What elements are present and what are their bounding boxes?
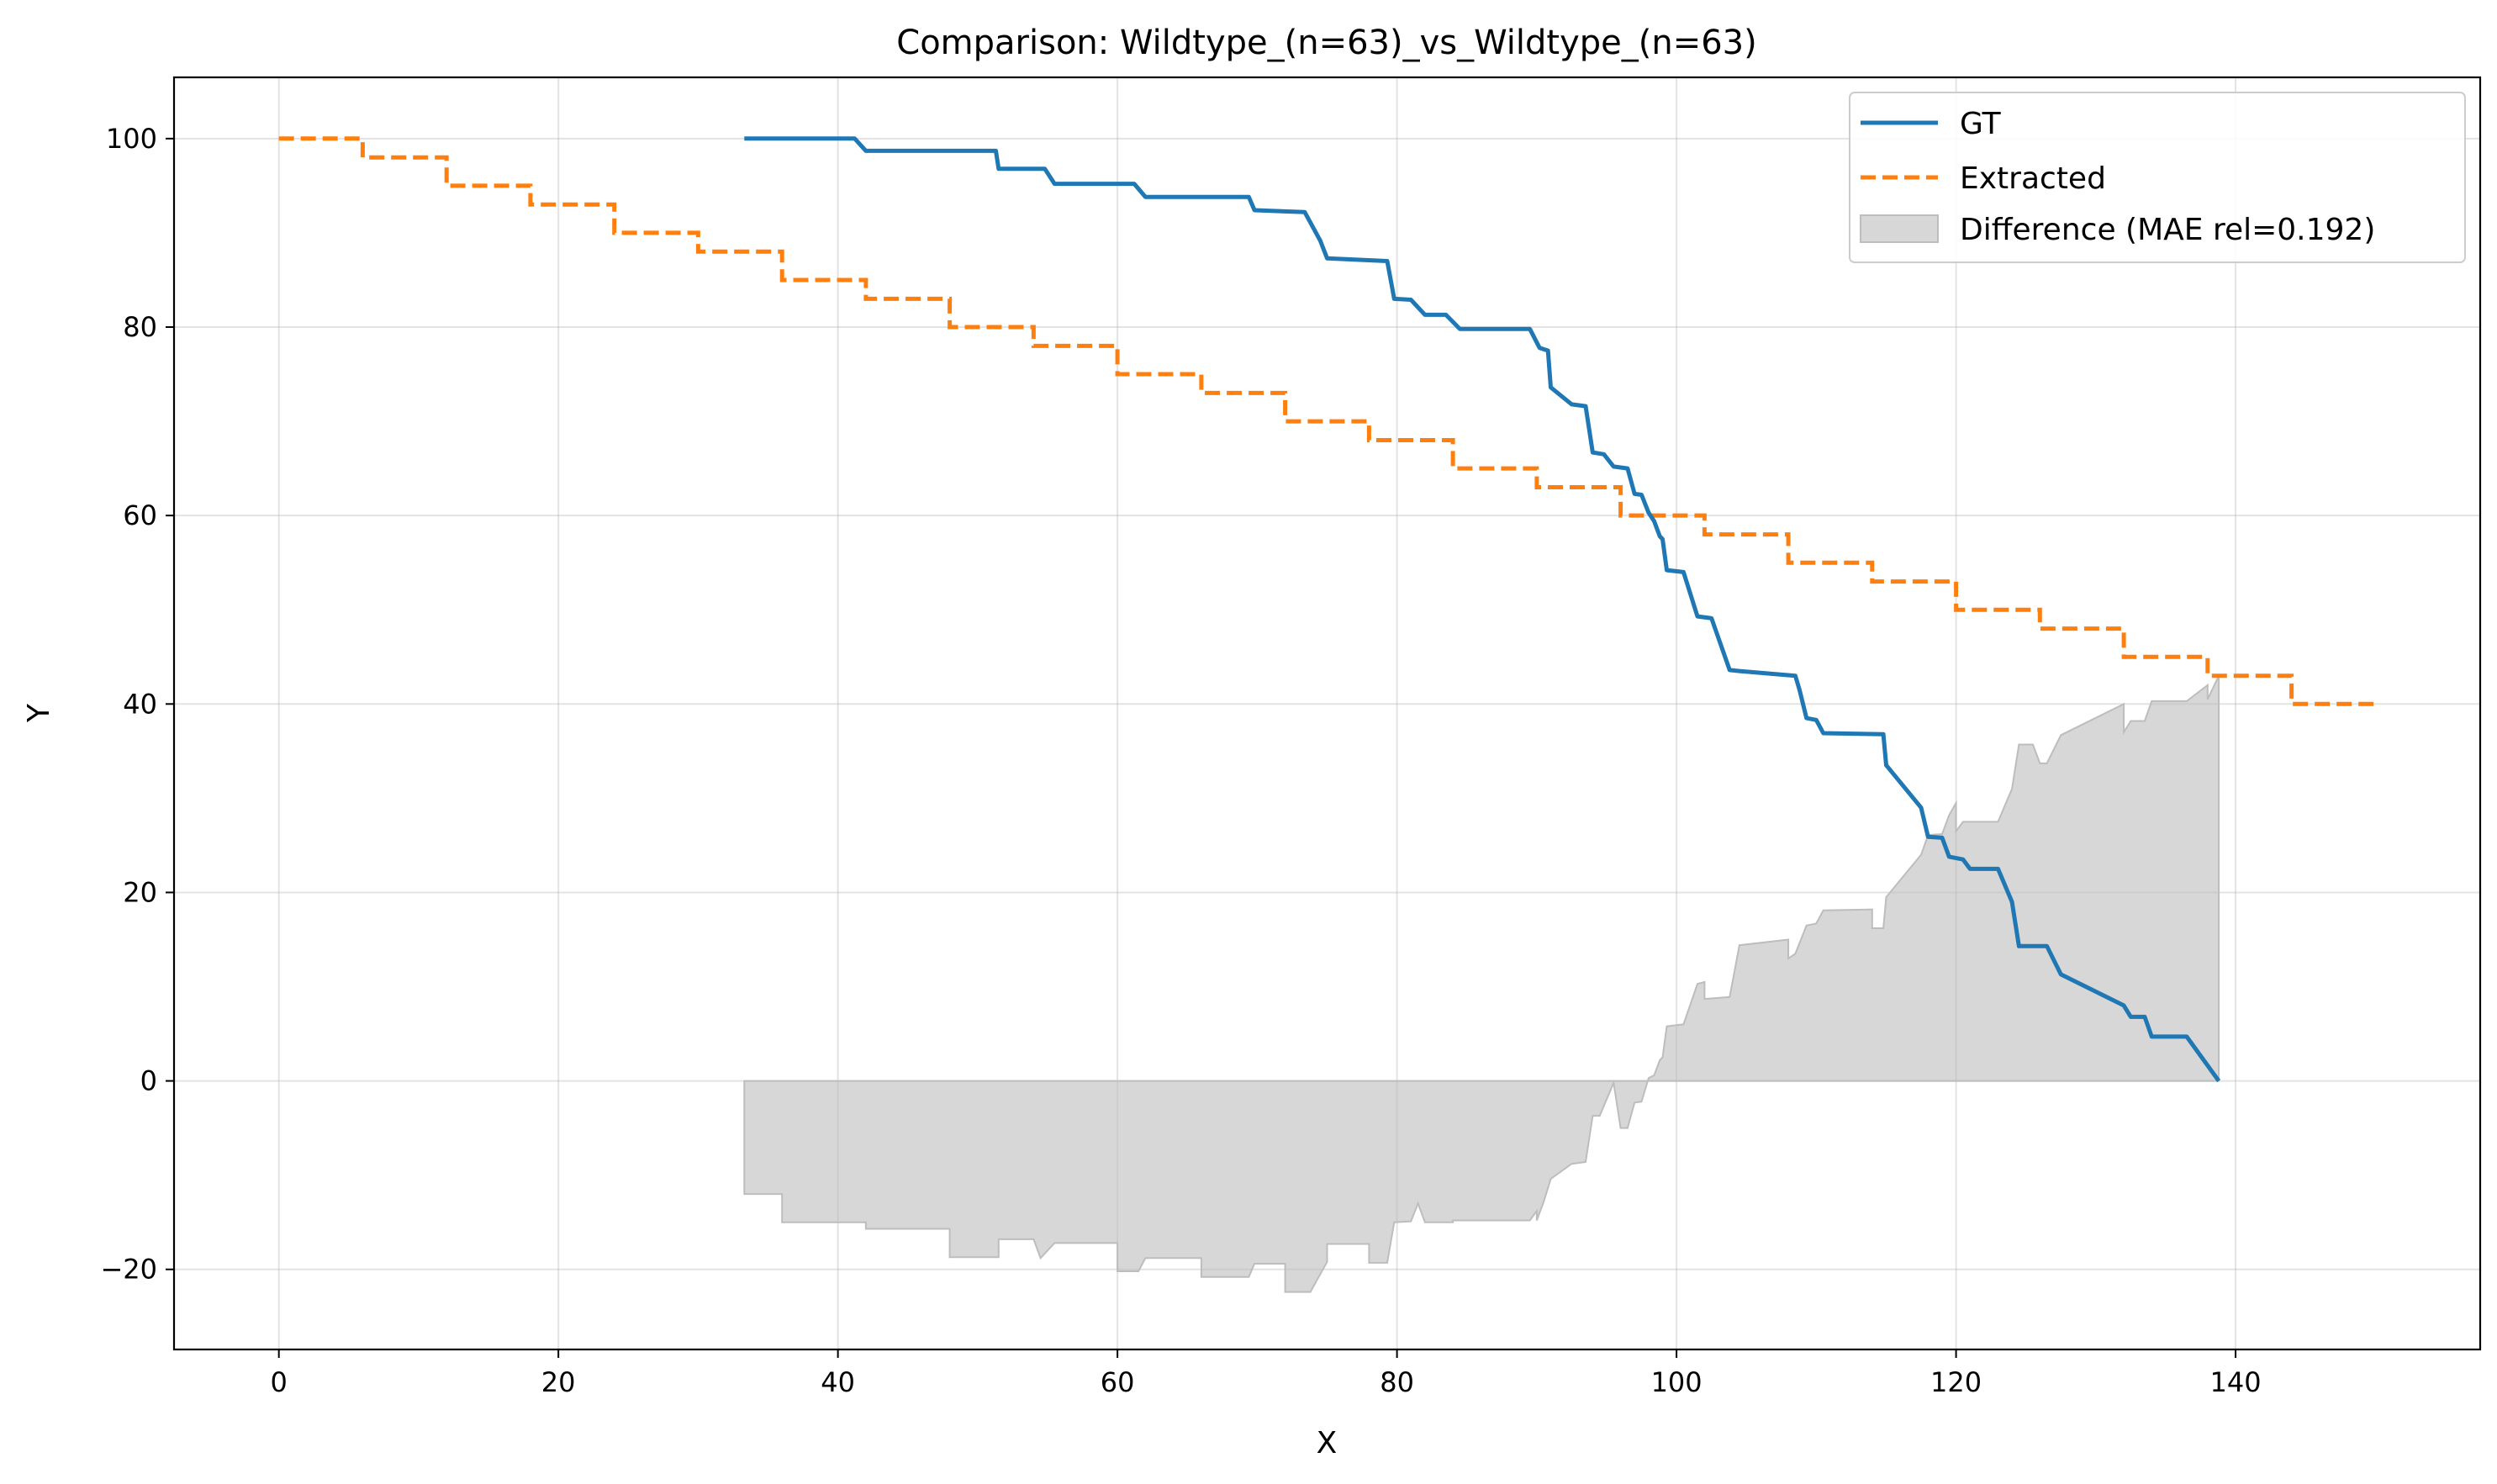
legend-gt-label: GT (1960, 107, 2002, 141)
y-tick-label: 40 (123, 688, 157, 720)
difference-area (743, 675, 2220, 1293)
extracted-line (278, 136, 2376, 706)
axis-ticks: 0 20 40 60 80 100 120 140 −20 0 20 40 60 80 100 (100, 123, 2261, 1398)
plot-series (278, 136, 2376, 1293)
y-tick-label: 80 (123, 311, 157, 343)
y-tick-label: −20 (100, 1254, 157, 1286)
x-axis-title: X (1317, 1426, 1338, 1460)
x-tick-label: 60 (1101, 1366, 1135, 1398)
y-tick-label: 0 (140, 1065, 157, 1097)
legend-difference-label: Difference (MAE rel=0.192) (1960, 213, 2375, 247)
x-tick-label: 80 (1380, 1366, 1414, 1398)
x-tick-label: 40 (821, 1366, 855, 1398)
y-axis-title: Y (22, 703, 56, 723)
legend: GT Extracted Difference (MAE rel=0.192) (1849, 92, 2466, 263)
y-tick-label: 100 (106, 123, 157, 155)
legend-extracted-label: Extracted (1960, 161, 2106, 196)
x-tick-label: 100 (1651, 1366, 1702, 1398)
y-tick-label: 60 (123, 499, 157, 531)
x-tick-label: 0 (271, 1366, 288, 1398)
chart-title: Comparison: Wildtype_(n=63)_vs_Wildtype_… (896, 24, 1756, 62)
legend-frame (1849, 92, 2466, 263)
x-tick-label: 120 (1930, 1366, 1982, 1398)
gt-line (744, 136, 2221, 1083)
legend-difference-swatch (1860, 214, 1939, 243)
x-tick-label: 140 (2210, 1366, 2262, 1398)
x-tick-label: 20 (541, 1366, 576, 1398)
y-tick-label: 20 (123, 876, 157, 908)
plot-frame (172, 76, 2482, 1351)
